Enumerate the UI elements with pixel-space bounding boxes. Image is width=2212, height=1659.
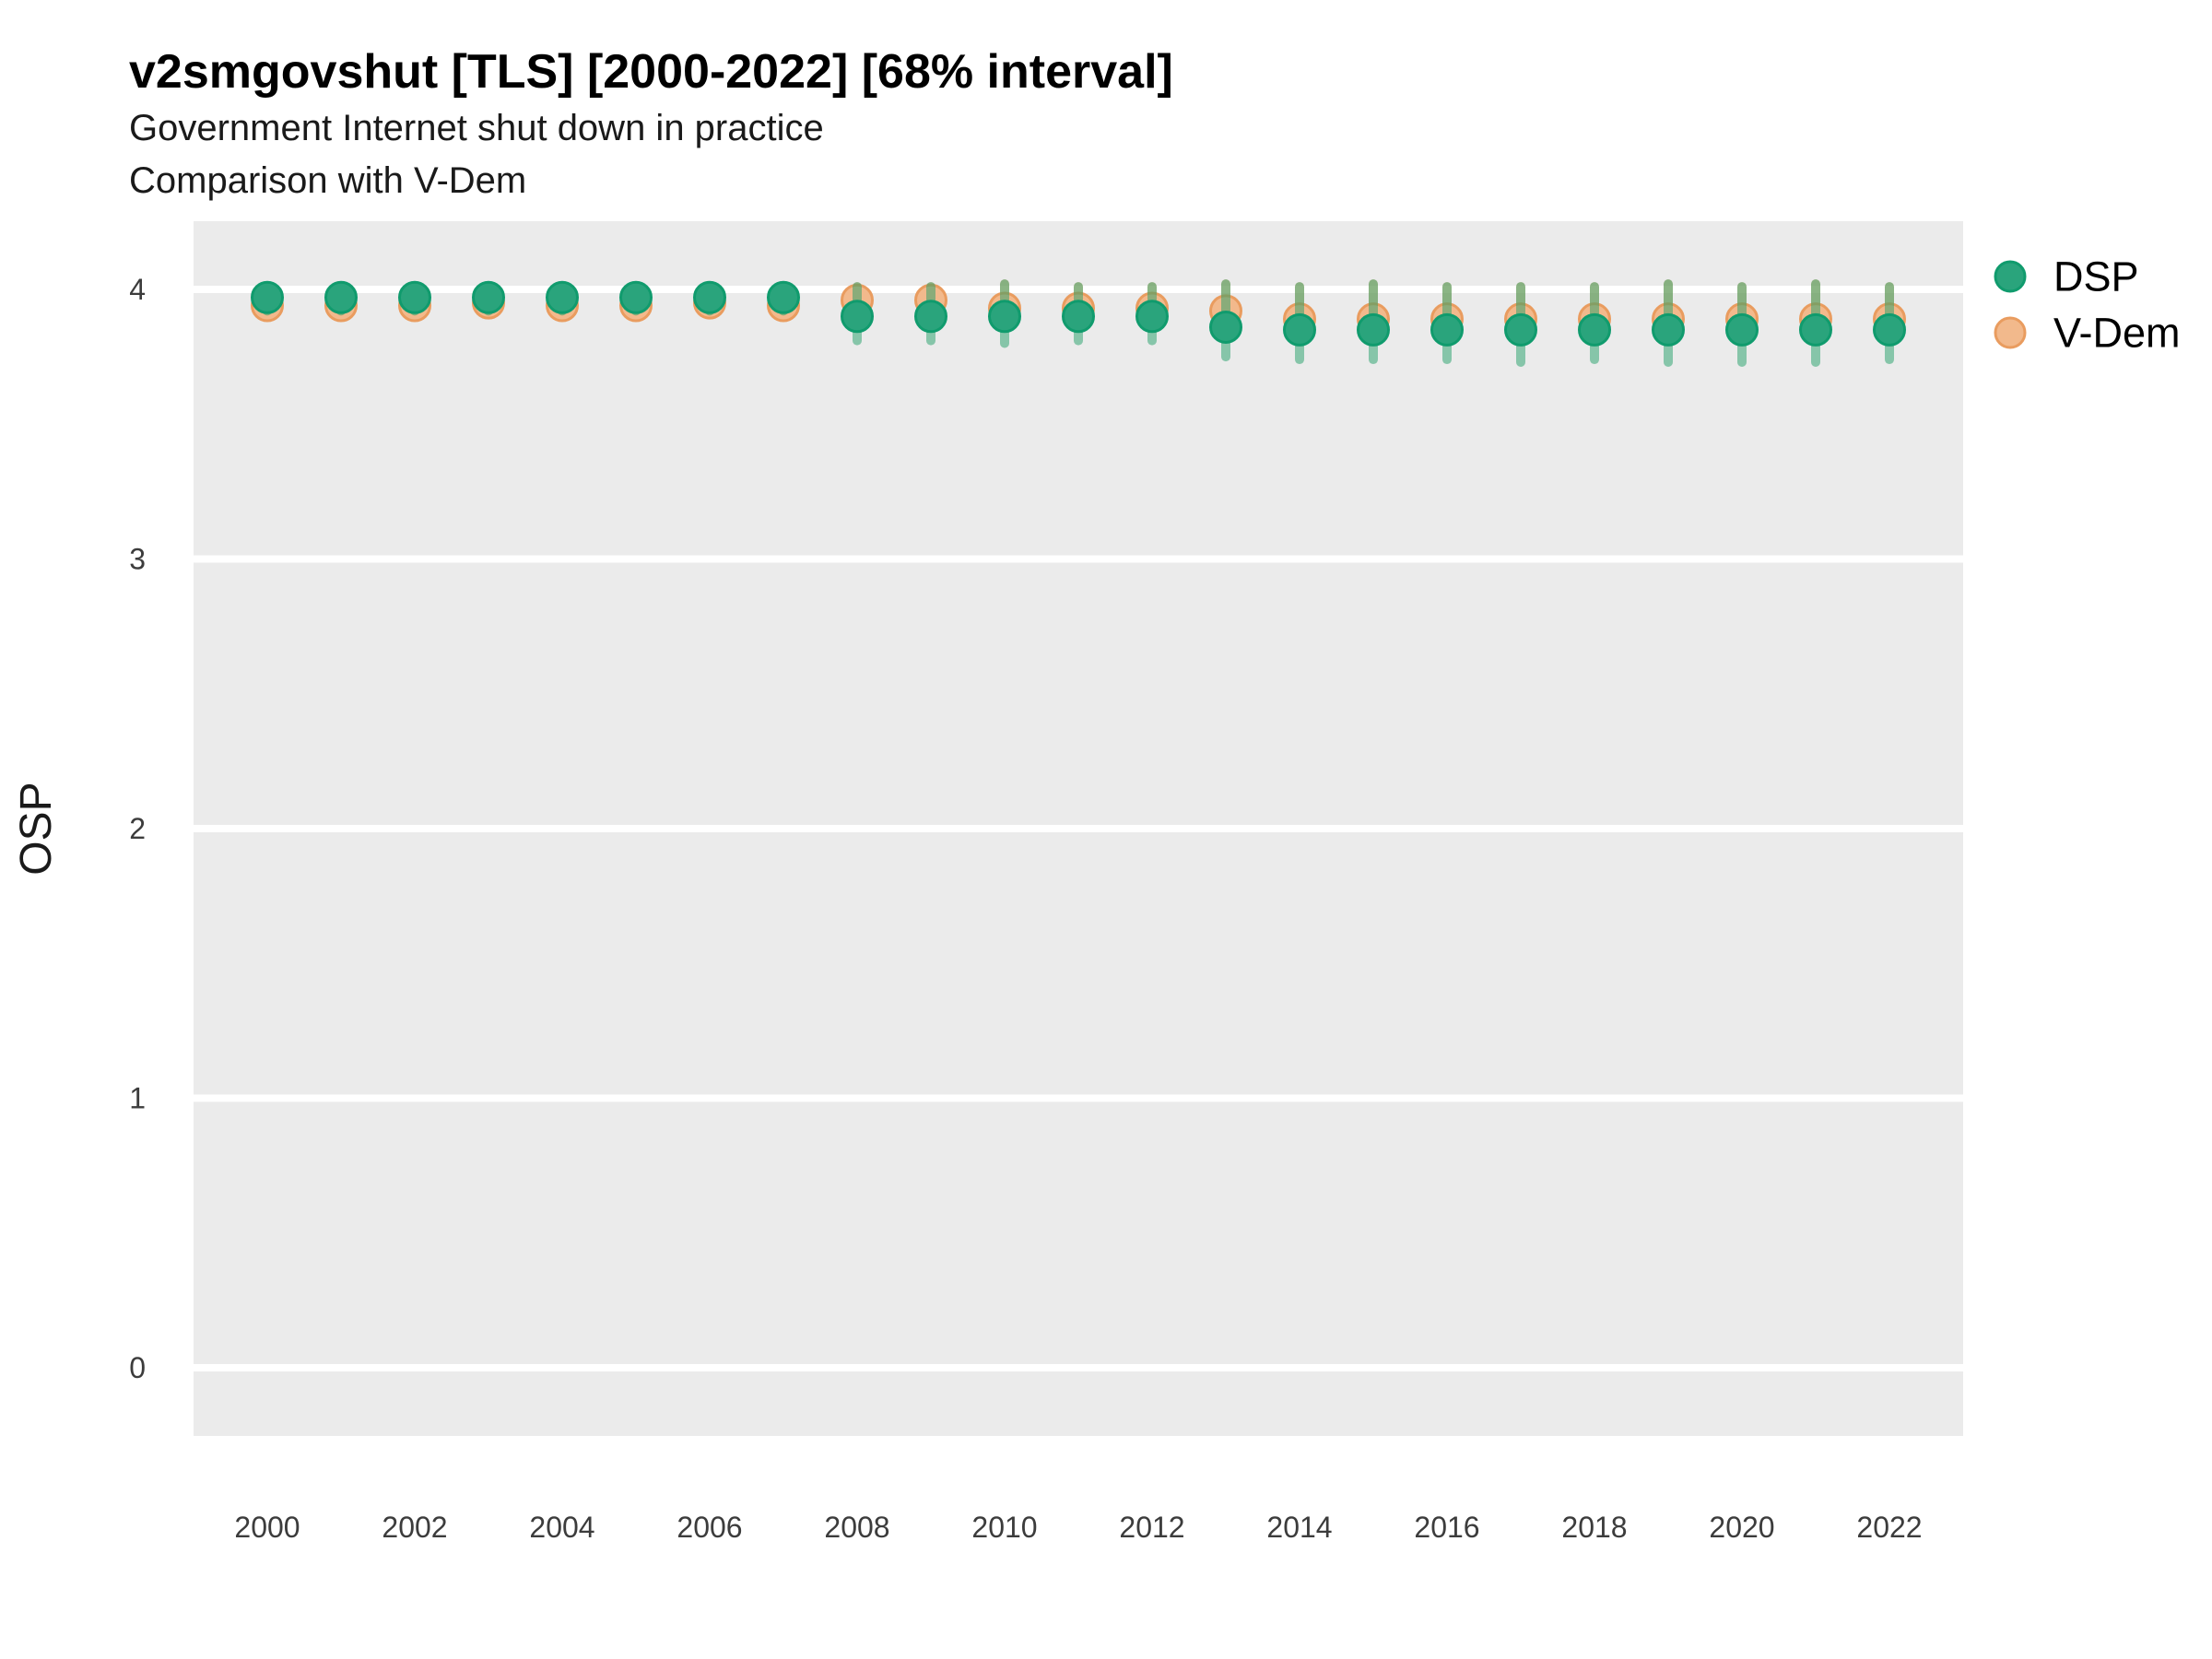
year-group-2005: [619, 280, 653, 323]
dsp-point-2008: [841, 300, 874, 334]
year-group-2020: [1725, 282, 1759, 367]
dsp-point-2010: [988, 300, 1021, 334]
legend-marker-dsp-icon: [1994, 260, 2027, 293]
dsp-point-2009: [914, 300, 947, 334]
dsp-point-2014: [1283, 312, 1316, 347]
year-group-2004: [546, 280, 579, 323]
y-axis: 0 1 2 3 4: [129, 273, 146, 1384]
x-tick-label-2016: 2016: [1414, 1511, 1479, 1544]
year-group-2014: [1283, 282, 1316, 365]
legend-label-dsp: DSP: [2053, 253, 2139, 300]
dsp-point-2022: [1873, 312, 1906, 347]
x-axis: 2000 2002 2004 2006 2008 2010 2012 2014 2016 2018…: [234, 1511, 1922, 1544]
y-axis-title: OSP: [12, 782, 61, 875]
gridlines: [194, 286, 1963, 1371]
year-group-2008: [841, 282, 874, 346]
dsp-point-2016: [1430, 312, 1464, 347]
year-group-2007: [767, 280, 800, 323]
x-tick-label-2004: 2004: [529, 1511, 594, 1544]
dsp-point-2001: [324, 280, 358, 314]
dsp-point-2003: [472, 280, 505, 314]
y-tick-label-0: 0: [129, 1351, 146, 1384]
dsp-point-2017: [1504, 312, 1537, 347]
legend-marker-vdem-icon: [1994, 316, 2027, 349]
dsp-point-2007: [767, 280, 800, 314]
year-group-2017: [1504, 282, 1537, 367]
year-group-2002: [398, 280, 431, 323]
legend-label-vdem: V-Dem: [2053, 310, 2181, 357]
year-group-2003: [472, 280, 505, 320]
dsp-point-2015: [1357, 312, 1390, 347]
x-tick-label-2006: 2006: [677, 1511, 742, 1544]
x-tick-label-2010: 2010: [971, 1511, 1037, 1544]
year-group-2011: [1062, 282, 1095, 346]
y-tick-label-4: 4: [129, 273, 146, 306]
year-group-2016: [1430, 282, 1464, 365]
year-group-2009: [914, 282, 947, 346]
year-group-2019: [1652, 279, 1685, 367]
year-group-2013: [1209, 279, 1242, 362]
dsp-point-2012: [1135, 300, 1169, 334]
x-tick-label-2000: 2000: [234, 1511, 300, 1544]
dsp-point-2011: [1062, 300, 1095, 334]
dsp-point-2002: [398, 280, 431, 314]
dsp-point-2004: [546, 280, 579, 314]
y-tick-label-3: 3: [129, 543, 146, 576]
x-tick-label-2014: 2014: [1266, 1511, 1332, 1544]
dsp-point-2020: [1725, 312, 1759, 347]
chart-subtitle-line1: Government Internet shut down in practic…: [129, 108, 824, 148]
dsp-point-2013: [1209, 310, 1242, 344]
series-layer: [251, 279, 1906, 367]
dsp-point-2006: [693, 280, 726, 314]
x-tick-label-2008: 2008: [824, 1511, 889, 1544]
chart-title: v2smgovshut [TLS] [2000-2022] [68% inter…: [129, 45, 1173, 99]
x-tick-label-2020: 2020: [1709, 1511, 1774, 1544]
x-tick-label-2022: 2022: [1856, 1511, 1922, 1544]
year-group-2021: [1799, 279, 1832, 367]
chart-subtitle-line2: Comparison with V-Dem: [129, 160, 526, 201]
dsp-point-2021: [1799, 312, 1832, 347]
dsp-point-2005: [619, 280, 653, 314]
dsp-point-2018: [1578, 312, 1611, 347]
dsp-point-2000: [251, 280, 284, 314]
year-group-2001: [324, 280, 358, 323]
x-tick-label-2002: 2002: [382, 1511, 447, 1544]
year-group-2015: [1357, 279, 1390, 365]
year-group-2010: [988, 279, 1021, 348]
year-group-2000: [251, 280, 284, 323]
y-tick-label-1: 1: [129, 1082, 146, 1115]
year-group-2012: [1135, 282, 1169, 346]
legend: DSP V-Dem: [1994, 253, 2181, 357]
x-tick-label-2012: 2012: [1119, 1511, 1184, 1544]
year-group-2022: [1873, 282, 1906, 365]
year-group-2018: [1578, 282, 1611, 365]
year-group-2006: [693, 280, 726, 320]
y-tick-label-2: 2: [129, 812, 146, 845]
dsp-point-2019: [1652, 312, 1685, 347]
x-tick-label-2018: 2018: [1561, 1511, 1627, 1544]
